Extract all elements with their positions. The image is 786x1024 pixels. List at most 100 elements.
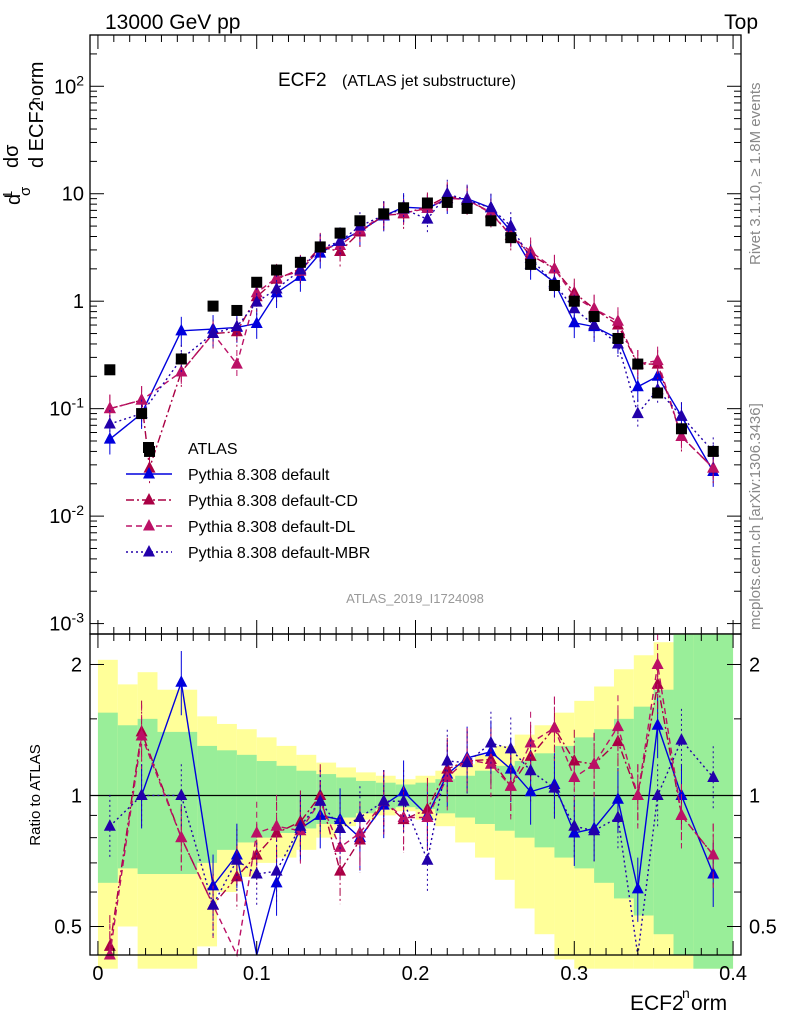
ratio-point: [524, 736, 537, 748]
ratio-point: [484, 736, 497, 748]
atlas-point: [612, 332, 624, 344]
data-point: [548, 261, 561, 274]
atlas-point: [378, 208, 390, 220]
data-point: [103, 416, 116, 429]
data-point: [568, 301, 581, 314]
legend-marker: [143, 545, 155, 557]
watermark: ATLAS_2019_I1724098: [346, 591, 484, 606]
ratio-point: [421, 810, 434, 823]
main-y-axis-label: d 1 σ dσ d ECF2 n orm: [0, 62, 48, 205]
data-point: [421, 212, 434, 224]
x-tick-label: 0.3: [560, 963, 588, 985]
data-point: [461, 193, 474, 205]
atlas-point: [104, 364, 116, 376]
y-tick-label: 1: [73, 291, 84, 313]
legend-label: ATLAS: [188, 441, 238, 458]
atlas-point: [548, 279, 560, 291]
data-point: [103, 401, 116, 414]
ratio-point: [524, 763, 537, 776]
ratio-point: [250, 867, 263, 879]
data-point: [504, 219, 517, 231]
atlas-point: [271, 264, 283, 276]
svg-text:n: n: [682, 985, 690, 1001]
ratio-point: [568, 770, 581, 782]
y-tick-label: 10-3: [49, 610, 84, 636]
y-tick-label: 102: [54, 72, 84, 98]
data-point: [230, 319, 243, 332]
ratio-point: [675, 808, 688, 820]
ratio-point: [707, 847, 720, 860]
chart-subtitle: (ATLAS jet substructure): [342, 73, 516, 90]
band-green: [256, 761, 277, 838]
x-tick-label: 0.4: [719, 963, 747, 985]
atlas-point: [675, 423, 687, 435]
atlas-point: [398, 202, 410, 214]
legend: ATLAS Pythia 8.308 default Pythia 8.308 de…: [126, 441, 370, 562]
series-line: [109, 195, 714, 469]
ratio-point: [314, 794, 327, 806]
atlas-point: [314, 241, 326, 253]
atlas-point: [652, 387, 664, 399]
data-point: [175, 323, 188, 336]
band-green: [653, 689, 674, 935]
ratio-point: [707, 770, 720, 782]
ratio-line: [109, 664, 714, 958]
data-point: [334, 234, 347, 246]
y-tick-label: 10: [62, 184, 84, 206]
ratio-point: [353, 833, 366, 845]
data-point: [103, 432, 116, 444]
legend-label: Pythia 8.308 default-DL: [188, 519, 355, 536]
band-green: [217, 750, 237, 850]
ratio-panel: 0 0.1 0.2 0.3 0.4 0.5 0.5 1 1 2 2: [54, 633, 777, 985]
ratio-point: [421, 853, 434, 865]
band-green: [475, 770, 495, 824]
data-point: [631, 379, 644, 392]
data-point: [250, 285, 263, 298]
header-right: Top: [724, 11, 758, 34]
atlas-point: [354, 215, 366, 227]
data-point: [207, 326, 220, 339]
ratio-y-tick-label: 1: [71, 785, 82, 807]
band-green: [97, 712, 118, 883]
band-green: [117, 725, 138, 869]
ratio-point: [353, 810, 366, 823]
data-point: [588, 318, 601, 330]
band-green: [534, 753, 555, 848]
atlas-point: [334, 227, 346, 239]
ratio-point: [675, 733, 688, 745]
data-point: [230, 357, 243, 369]
legend-label: Pythia 8.308 default-MBR: [188, 545, 370, 562]
legend-marker: [143, 493, 155, 505]
ratio-point: [294, 819, 307, 831]
data-point: [135, 393, 148, 405]
y-tick-label: 10-1: [49, 395, 84, 421]
atlas-point: [231, 304, 243, 316]
band-green: [296, 770, 317, 829]
data-point: [651, 353, 664, 366]
legend-marker: [143, 519, 155, 531]
atlas-point: [421, 197, 433, 209]
atlas-point: [707, 445, 719, 457]
band-green: [633, 706, 654, 916]
band-green: [197, 745, 218, 863]
data-point: [675, 429, 688, 442]
data-point: [294, 263, 307, 275]
ratio-y-tick-label: 2: [71, 654, 82, 676]
x-axis-title: ECF2 n orm: [630, 985, 727, 1015]
data-point: [675, 409, 688, 421]
ratio-point: [651, 788, 664, 800]
legend-label: Pythia 8.308 default-CD: [188, 493, 358, 510]
ratio-point: [441, 754, 454, 766]
data-point: [441, 186, 454, 199]
ratio-y-axis-label: Ratio to ATLAS: [27, 744, 44, 845]
ratio-point: [461, 755, 474, 768]
ratio-y-tick-label: 0.5: [54, 916, 82, 938]
legend-label: Pythia 8.308 default: [188, 467, 330, 484]
atlas-point: [294, 256, 306, 268]
chart-title: ECF2: [278, 70, 327, 91]
ratio-point: [397, 794, 410, 806]
band-green: [494, 765, 515, 831]
ratio-point: [135, 728, 148, 741]
x-tick-label: 0.1: [243, 963, 271, 985]
